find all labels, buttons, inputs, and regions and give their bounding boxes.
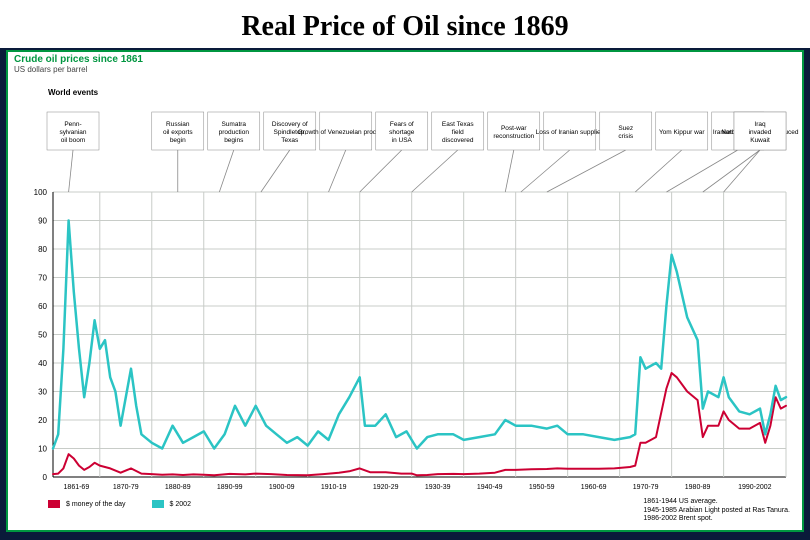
footer-notes: 1861-1944 US average. 1945-1985 Arabian …: [643, 498, 790, 524]
svg-text:Russian: Russian: [166, 121, 190, 128]
svg-text:1960-69: 1960-69: [581, 484, 607, 491]
svg-text:1970-79: 1970-79: [633, 484, 659, 491]
legend-swatch-0: [48, 500, 60, 508]
svg-text:invaded: invaded: [749, 129, 772, 136]
chart-svg: 10 20 30 40 50 60 70 80 90 100 0 1861-69 1870-79 1880…: [8, 52, 804, 532]
legend: $ money of the day $ 2002: [48, 500, 191, 508]
svg-text:80: 80: [38, 245, 47, 254]
svg-text:Penn-: Penn-: [64, 121, 81, 128]
svg-text:begins: begins: [224, 137, 244, 144]
slide-root: Real Price of Oil since 1869 Crude oil p…: [0, 0, 810, 540]
svg-text:1940-49: 1940-49: [477, 484, 503, 491]
chart-container: Crude oil prices since 1861 US dollars p…: [6, 50, 804, 532]
svg-text:50: 50: [38, 331, 47, 340]
svg-text:crisis: crisis: [618, 133, 634, 140]
svg-text:Kuwait: Kuwait: [750, 137, 770, 144]
svg-text:East Texas: East Texas: [442, 121, 474, 128]
svg-text:Sumatra: Sumatra: [221, 121, 246, 128]
svg-text:10: 10: [38, 445, 47, 454]
slide-title: Real Price of Oil since 1869: [0, 5, 810, 47]
svg-text:Suez: Suez: [618, 125, 633, 132]
svg-text:1861-69: 1861-69: [64, 484, 90, 491]
footer-note-0: 1861-1944 US average.: [643, 498, 790, 507]
svg-text:Fears of: Fears of: [390, 121, 414, 128]
svg-text:1880-89: 1880-89: [165, 484, 191, 491]
legend-swatch-1: [152, 500, 164, 508]
svg-text:Yom Kippur war: Yom Kippur war: [659, 129, 705, 136]
svg-text:1870-79: 1870-79: [113, 484, 139, 491]
svg-text:20: 20: [38, 416, 47, 425]
svg-text:100: 100: [34, 188, 48, 197]
legend-label-1: $ 2002: [170, 501, 191, 508]
svg-text:Post-war: Post-war: [501, 125, 527, 132]
svg-text:1930-39: 1930-39: [425, 484, 451, 491]
svg-text:1910-19: 1910-19: [321, 484, 347, 491]
svg-text:Iraq: Iraq: [754, 121, 766, 128]
svg-text:1900-09: 1900-09: [269, 484, 295, 491]
legend-label-0: $ money of the day: [66, 501, 126, 508]
svg-text:oil boom: oil boom: [61, 137, 86, 144]
svg-text:production: production: [219, 129, 250, 136]
svg-text:oil exports: oil exports: [163, 129, 193, 136]
svg-text:Loss of Iranian supplies: Loss of Iranian supplies: [536, 129, 605, 136]
svg-text:shortage: shortage: [389, 129, 415, 136]
svg-text:sylvanian: sylvanian: [59, 129, 86, 136]
svg-text:Texas: Texas: [281, 137, 299, 144]
svg-text:1990-2002: 1990-2002: [738, 484, 772, 491]
svg-text:1950-59: 1950-59: [529, 484, 555, 491]
svg-text:in USA: in USA: [392, 137, 413, 144]
svg-text:discovered: discovered: [442, 137, 474, 144]
svg-text:40: 40: [38, 359, 47, 368]
svg-text:field: field: [452, 129, 464, 136]
svg-text:30: 30: [38, 388, 47, 397]
svg-text:0: 0: [43, 473, 48, 482]
svg-text:Discovery of: Discovery of: [272, 121, 308, 128]
svg-text:90: 90: [38, 217, 47, 226]
footer-note-2: 1986-2002 Brent spot.: [643, 515, 790, 524]
svg-text:begin: begin: [170, 137, 186, 144]
svg-text:60: 60: [38, 302, 47, 311]
svg-text:1890-99: 1890-99: [217, 484, 243, 491]
svg-text:reconstruction: reconstruction: [493, 133, 534, 140]
svg-text:70: 70: [38, 274, 47, 283]
svg-text:1920-29: 1920-29: [373, 484, 399, 491]
footer-note-1: 1945-1985 Arabian Light posted at Ras Ta…: [643, 507, 790, 516]
svg-text:1980-89: 1980-89: [685, 484, 711, 491]
